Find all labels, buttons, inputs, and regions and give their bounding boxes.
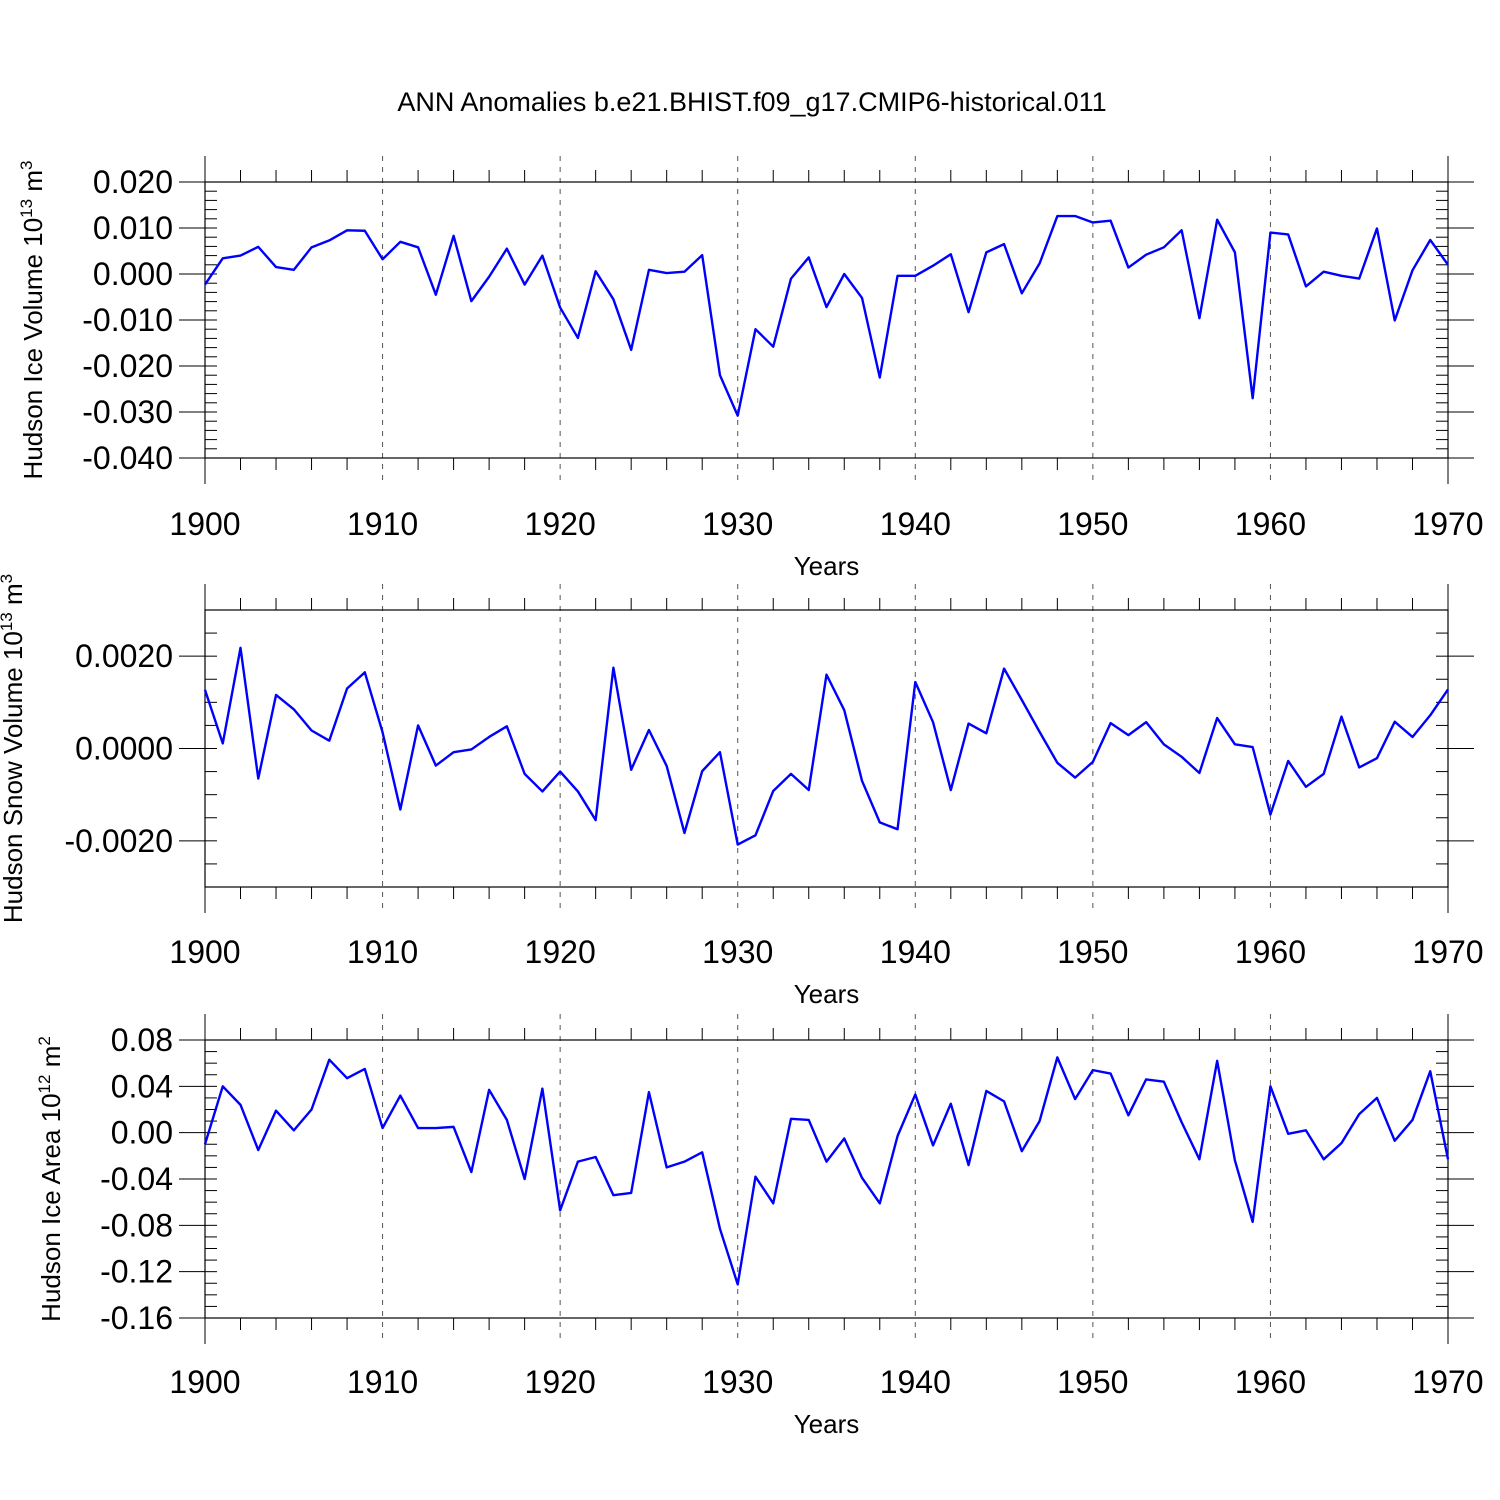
y-tick-label: -0.08 xyxy=(100,1207,173,1243)
y-axis-title: Hudson Ice Volume 1013 m3 xyxy=(17,161,48,480)
x-tick-label: 1900 xyxy=(169,934,240,970)
plot-frame xyxy=(204,1039,1449,1319)
x-tick-label: 1920 xyxy=(525,1364,596,1400)
x-tick-label: 1970 xyxy=(1412,506,1483,542)
x-tick-label: 1900 xyxy=(169,506,240,542)
y-tick-label: -0.0020 xyxy=(64,823,173,859)
y-axis-title: Hudson Ice Area 1012 m2 xyxy=(35,1036,66,1322)
x-axis-title: Years xyxy=(794,979,860,1009)
x-tick-label: 1920 xyxy=(525,934,596,970)
y-axis-title-text: m xyxy=(36,1046,66,1075)
series-line-ice-volume xyxy=(204,214,1449,417)
x-tick-label: 1920 xyxy=(525,506,596,542)
chart-panel-ice-area: 0.08 0.04 0.00 -0.04 -0.08 -0.12 -0.16 1900 1910… xyxy=(35,1014,1484,1439)
x-tick-label: 1930 xyxy=(702,1364,773,1400)
y-tick-label: 0.020 xyxy=(93,164,173,200)
y-axis-title-text: Hudson Snow Volume 10 xyxy=(0,631,28,923)
y-tick-label: -0.030 xyxy=(82,394,173,430)
y-tick-label: -0.04 xyxy=(100,1161,173,1197)
series-line-ice-area xyxy=(203,1056,1450,1286)
x-tick-label: 1950 xyxy=(1057,506,1128,542)
x-tick-label: 1930 xyxy=(702,934,773,970)
x-tick-label: 1910 xyxy=(347,1364,418,1400)
y-axis-title-text: m xyxy=(0,583,28,612)
y-axis-title-text: Hudson Ice Volume 10 xyxy=(18,218,48,480)
y-axis-title-text: Hudson Ice Area 10 xyxy=(36,1093,66,1321)
y-axis-title: Hudson Snow Volume 1013 m3 xyxy=(0,574,28,923)
plot-frame xyxy=(204,609,1449,888)
x-tick-label: 1940 xyxy=(880,1364,951,1400)
x-axis-title: Years xyxy=(794,551,860,581)
x-tick-label: 1950 xyxy=(1057,1364,1128,1400)
y-axis-title-superscript: 3 xyxy=(0,574,16,583)
x-tick-label: 1960 xyxy=(1235,1364,1306,1400)
y-tick-label: 0.00 xyxy=(111,1115,173,1151)
x-tick-label: 1900 xyxy=(169,1364,240,1400)
x-tick-label: 1960 xyxy=(1235,506,1306,542)
chart-panel-snow-volume: 0.0020 0.0000 -0.0020 1900 1910 1920 1930 1940 1… xyxy=(0,574,1484,1009)
x-tick-label: 1940 xyxy=(880,934,951,970)
y-axis-title-text: m xyxy=(18,170,48,199)
y-axis-title-superscript: 13 xyxy=(17,199,36,218)
y-tick-label: 0.04 xyxy=(111,1068,173,1104)
x-tick-label: 1910 xyxy=(347,506,418,542)
y-tick-label: -0.16 xyxy=(100,1300,173,1336)
y-tick-label: 0.010 xyxy=(93,210,173,246)
y-tick-label: 0.08 xyxy=(111,1022,173,1058)
y-tick-label: -0.040 xyxy=(82,440,173,476)
y-tick-label: 0.000 xyxy=(93,256,173,292)
x-tick-label: 1930 xyxy=(702,506,773,542)
chart-panel-ice-volume: 0.020 0.010 0.000 -0.010 -0.020 -0.030 -0.040 1… xyxy=(17,156,1484,581)
x-tick-label: 1950 xyxy=(1057,934,1128,970)
y-axis-title-superscript: 2 xyxy=(35,1036,54,1045)
x-tick-label: 1970 xyxy=(1412,934,1483,970)
y-axis-title-superscript: 3 xyxy=(17,161,36,170)
x-tick-label: 1960 xyxy=(1235,934,1306,970)
y-tick-label: -0.020 xyxy=(82,348,173,384)
x-axis-title: Years xyxy=(794,1409,860,1439)
x-tick-label: 1910 xyxy=(347,934,418,970)
x-tick-label: 1940 xyxy=(880,506,951,542)
x-tick-label: 1970 xyxy=(1412,1364,1483,1400)
y-tick-label: -0.010 xyxy=(82,302,173,338)
y-tick-label: 0.0020 xyxy=(75,638,173,674)
series-line-snow-volume xyxy=(203,646,1449,846)
y-tick-label: 0.0000 xyxy=(75,731,173,767)
y-tick-label: -0.12 xyxy=(100,1254,173,1290)
y-axis-title-superscript: 13 xyxy=(0,612,16,631)
figure-title: ANN Anomalies b.e21.BHIST.f09_g17.CMIP6-… xyxy=(397,87,1106,117)
y-axis-title-superscript: 12 xyxy=(35,1075,54,1094)
